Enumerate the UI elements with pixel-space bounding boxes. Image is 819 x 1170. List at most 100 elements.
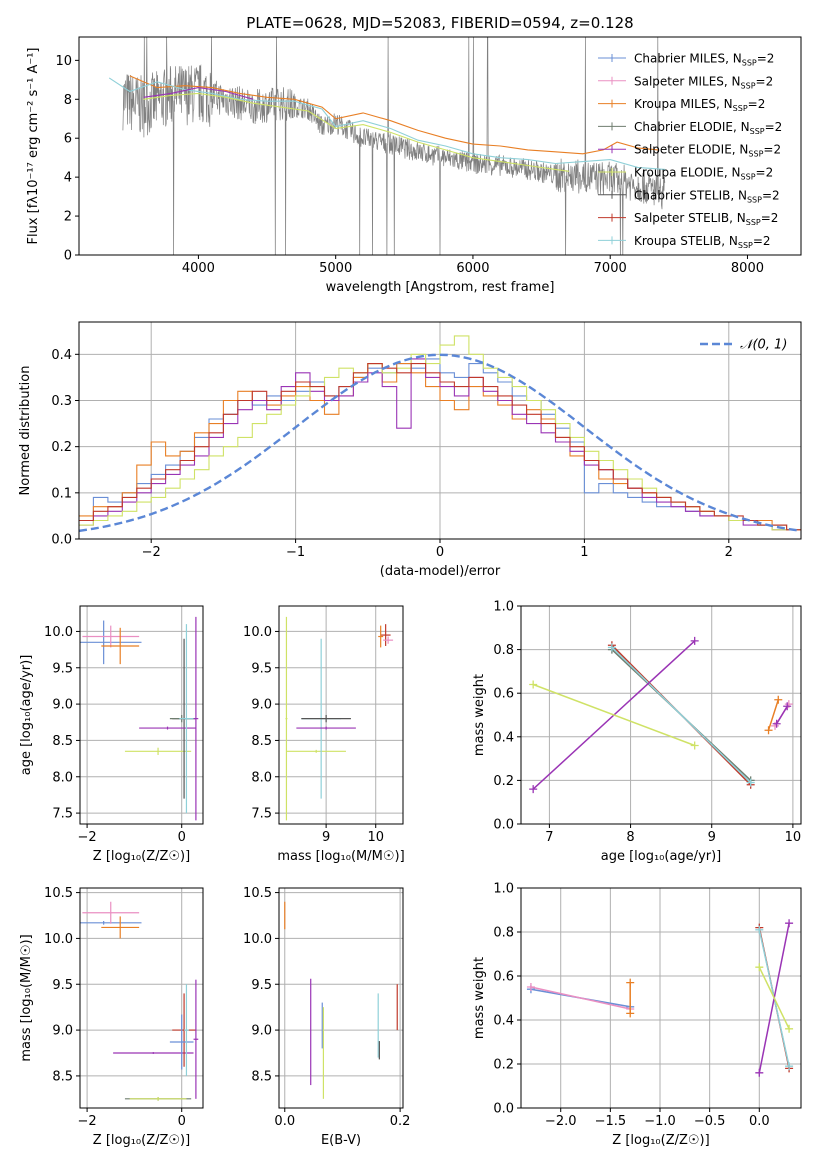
y-tick-label: 10: [55, 54, 72, 69]
y-tick-label: 9.5: [251, 661, 272, 676]
legend-label-subscript: SSP: [738, 241, 753, 250]
model-spectrum-line: [143, 87, 254, 100]
y-tick-label: 9.0: [251, 1024, 272, 1039]
x-tick-label: −2: [142, 545, 161, 560]
residual-legend: 𝒩(0, 1): [700, 338, 787, 353]
y-tick-label: 9.5: [251, 978, 272, 993]
weight_vs_age-frame: [520, 605, 802, 825]
y-tick-label: 9.0: [52, 1024, 73, 1039]
weight-point-marker: [755, 925, 764, 934]
x-tick-label: 7: [545, 830, 553, 845]
mass_vs_Z-frame: [79, 887, 204, 1109]
y-axis-label: Normed distribution: [18, 366, 33, 496]
x-axis-label: (data-model)/error: [380, 564, 501, 579]
spectrum-frame: [78, 36, 802, 256]
y-tick-label: 8.0: [251, 770, 272, 785]
y-tick-label: 0.8: [493, 643, 514, 658]
y-tick-label: 1.0: [493, 600, 514, 615]
weight-point-marker: [785, 919, 794, 928]
x-tick-label: 9: [708, 830, 716, 845]
x-tick-label: 8000: [731, 261, 764, 276]
x-tick-label: 1: [580, 545, 588, 560]
legend-label-subscript: SSP: [741, 81, 756, 90]
x-tick-label: −1: [286, 545, 305, 560]
legend-label-subscript: SSP: [733, 104, 748, 113]
y-tick-label: 0.2: [493, 774, 514, 789]
x-tick-label: 0.0: [749, 1114, 770, 1129]
legend-label-suffix: =2: [761, 211, 779, 225]
x-axis-label: wavelength [Angstrom, rest frame]: [326, 280, 555, 295]
weight-point-marker: [626, 978, 635, 987]
legend-label-suffix: =2: [763, 143, 781, 157]
legend-label: Salpeter STELIB, NSSP=2: [634, 211, 778, 227]
y-tick-label: 0.2: [493, 1058, 514, 1073]
legend-label: Chabrier MILES, NSSP=2: [634, 52, 774, 68]
weight-point-marker: [690, 636, 699, 645]
legend-label-subscript: SSP: [746, 218, 761, 227]
weight-line: [776, 705, 788, 725]
weight_vs_age-axes: 7 8 9 10 0.0 0.2 0.4 0.6 0.8 1.0 age [log₁₀(age/yr…: [472, 600, 801, 865]
y-axis-label: mass weight: [472, 674, 487, 756]
x-tick-label: −2: [78, 830, 97, 845]
spectrum-axes: 4000 5000 6000 7000 8000 0 2 4 6 8 10 wavelength [A…: [26, 48, 764, 296]
x-axis-label: Z [log₁₀(Z/Z☉)]: [93, 849, 190, 864]
y-tick-label: 0.2: [51, 440, 72, 455]
x-tick-label: 0.0: [274, 1114, 295, 1129]
model-spectrum-line: [129, 75, 659, 155]
y-tick-label: 9.0: [52, 698, 73, 713]
observed-spectrum-line: [122, 37, 666, 255]
x-axis-label: mass [log₁₀(M/M☉)]: [277, 849, 404, 864]
spectrum-plot: [108, 37, 666, 255]
legend-label-suffix: =2: [748, 97, 766, 111]
y-axis-label: mass weight: [472, 957, 487, 1039]
y-tick-label: 2: [64, 210, 72, 225]
y-tick-label: 0.3: [51, 394, 72, 409]
x-axis-label: Z [log₁₀(Z/Z☉)]: [93, 1133, 190, 1148]
weight-point-marker: [774, 695, 783, 704]
y-tick-label: 8.5: [52, 1069, 73, 1084]
weight-point-marker: [607, 643, 616, 652]
x-tick-label: 0.2: [390, 1114, 411, 1129]
weight-point-marker: [529, 785, 538, 794]
y-axis-label: mass [log₁₀(M/M☉)]: [19, 934, 34, 1061]
y-tick-label: 7.5: [251, 807, 272, 822]
legend-label: Kroupa ELODIE, NSSP=2: [634, 166, 773, 182]
y-tick-label: 8: [64, 93, 72, 108]
mass_vs_Z-points: [80, 901, 199, 1101]
weight-point-marker: [690, 741, 699, 750]
y-tick-label: 10.5: [243, 886, 272, 901]
legend-label-suffix: =2: [753, 234, 771, 248]
legend-label-suffix: =2: [765, 120, 783, 134]
weight-point-marker: [785, 1062, 794, 1071]
x-tick-label: 0: [436, 545, 444, 560]
weight-point-marker: [785, 1024, 794, 1033]
y-tick-label: 9.5: [52, 661, 73, 676]
normal-curve: [79, 353, 801, 533]
legend-label-subscript: SSP: [742, 59, 757, 68]
y-tick-label: 0.0: [51, 533, 72, 548]
y-tick-label: 0.4: [493, 1014, 514, 1029]
residuals-axes: −2 −1 0 1 2 0.0 0.1 0.2 0.3 0.4 (data-model)/error…: [18, 322, 801, 579]
weight-point-marker: [755, 963, 764, 972]
age_vs_mass-axes: 9 10 7.5 8.0 8.5 9.0 9.5 10.0 mass [log₁₀(M/M☉)]: [243, 606, 405, 864]
y-tick-label: 10.0: [243, 625, 272, 640]
y-tick-label: 0.0: [493, 818, 514, 833]
legend-label-suffix: =2: [756, 166, 774, 180]
x-tick-label: 4000: [182, 261, 215, 276]
legend-label: Kroupa STELIB, NSSP=2: [634, 234, 771, 250]
y-tick-label: 0.1: [51, 486, 72, 501]
x-tick-label: 2: [725, 545, 733, 560]
weight-line: [530, 986, 631, 1010]
legend-label-subscript: SSP: [748, 150, 763, 159]
x-tick-label: 0: [178, 830, 186, 845]
mass_vs_ebv-frame: [278, 887, 404, 1109]
age_vs_Z-frame: [79, 605, 204, 825]
y-tick-label: 0.4: [51, 348, 72, 363]
y-tick-label: 8.5: [52, 734, 73, 749]
x-tick-label: 0: [178, 1114, 186, 1129]
y-axis-label: Flux [fλ10⁻¹⁷ erg cm⁻² s⁻¹ A⁻¹]: [26, 48, 41, 245]
legend-label-suffix: =2: [762, 188, 780, 202]
mass_vs_ebv-axes: 0.0 0.2 8.5 9.0 9.5 10.0 10.5 E(B-V): [243, 886, 410, 1148]
x-tick-label: 10: [367, 830, 384, 845]
